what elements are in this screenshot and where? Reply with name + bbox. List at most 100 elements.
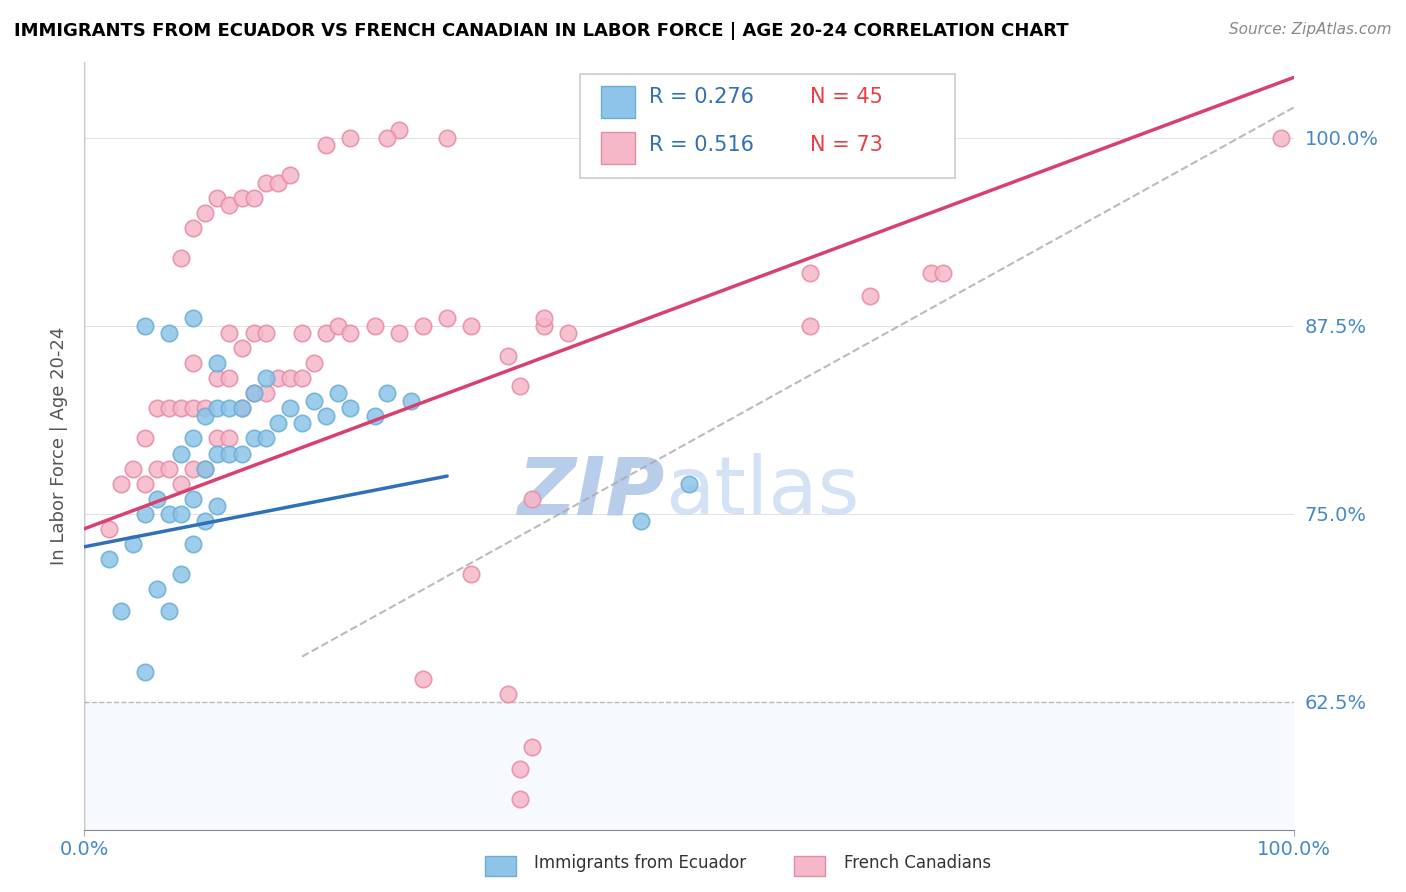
- Text: IMMIGRANTS FROM ECUADOR VS FRENCH CANADIAN IN LABOR FORCE | AGE 20-24 CORRELATIO: IMMIGRANTS FROM ECUADOR VS FRENCH CANADI…: [14, 22, 1069, 40]
- Point: [170, 446, 193, 460]
- Point: [110, 476, 132, 491]
- Text: French Canadians: French Canadians: [844, 855, 991, 872]
- Point: [170, 401, 193, 416]
- Point: [399, 393, 422, 408]
- Text: ZIP: ZIP: [517, 453, 665, 531]
- Point: [181, 537, 204, 551]
- Point: [291, 326, 314, 341]
- Point: [194, 409, 217, 423]
- Point: [207, 371, 229, 385]
- Point: [859, 288, 882, 302]
- Point: [509, 792, 531, 806]
- Point: [181, 311, 204, 326]
- Point: [194, 514, 217, 528]
- Point: [254, 326, 277, 341]
- Point: [170, 476, 193, 491]
- FancyBboxPatch shape: [581, 74, 955, 178]
- Point: [181, 356, 204, 370]
- Point: [363, 318, 385, 333]
- Point: [170, 251, 193, 265]
- Point: [412, 672, 434, 686]
- Point: [134, 318, 156, 333]
- Text: R = 0.516: R = 0.516: [650, 135, 754, 155]
- Point: [157, 507, 180, 521]
- Point: [339, 326, 361, 341]
- Point: [146, 491, 169, 506]
- Point: [134, 665, 156, 679]
- Point: [97, 522, 120, 536]
- Point: [315, 326, 337, 341]
- Point: [146, 582, 169, 596]
- Text: Source: ZipAtlas.com: Source: ZipAtlas.com: [1229, 22, 1392, 37]
- Point: [375, 386, 398, 401]
- Point: [242, 326, 264, 341]
- Point: [157, 326, 180, 341]
- Point: [207, 401, 229, 416]
- Point: [194, 461, 217, 475]
- Point: [1270, 130, 1292, 145]
- Point: [630, 514, 652, 528]
- Point: [328, 386, 350, 401]
- Point: [436, 130, 458, 145]
- Point: [339, 130, 361, 145]
- Point: [375, 130, 398, 145]
- Point: [920, 266, 942, 280]
- Point: [520, 739, 543, 754]
- Bar: [84, 702, 1294, 830]
- Point: [496, 349, 519, 363]
- Point: [278, 168, 301, 182]
- Point: [110, 604, 132, 618]
- Point: [157, 604, 180, 618]
- Point: [207, 446, 229, 460]
- Point: [207, 432, 229, 446]
- Point: [315, 138, 337, 153]
- Text: N = 73: N = 73: [810, 135, 883, 155]
- Point: [254, 432, 277, 446]
- Point: [194, 206, 217, 220]
- Point: [231, 401, 253, 416]
- Point: [520, 491, 543, 506]
- Point: [134, 432, 156, 446]
- Point: [170, 566, 193, 581]
- Point: [121, 537, 143, 551]
- Text: Immigrants from Ecuador: Immigrants from Ecuador: [534, 855, 747, 872]
- Y-axis label: In Labor Force | Age 20-24: In Labor Force | Age 20-24: [49, 326, 67, 566]
- Point: [496, 687, 519, 701]
- Point: [231, 446, 253, 460]
- Point: [254, 386, 277, 401]
- Point: [242, 191, 264, 205]
- Point: [181, 491, 204, 506]
- Point: [388, 123, 411, 137]
- Bar: [600, 86, 634, 118]
- Point: [388, 326, 411, 341]
- Point: [254, 371, 277, 385]
- Point: [799, 318, 821, 333]
- Text: atlas: atlas: [665, 453, 859, 531]
- Point: [436, 311, 458, 326]
- Point: [231, 401, 253, 416]
- Point: [291, 417, 314, 431]
- Point: [328, 318, 350, 333]
- Point: [412, 318, 434, 333]
- Point: [315, 409, 337, 423]
- Point: [267, 417, 290, 431]
- Point: [218, 401, 240, 416]
- Point: [181, 432, 204, 446]
- Point: [134, 507, 156, 521]
- Bar: [600, 132, 634, 164]
- Point: [363, 409, 385, 423]
- Point: [267, 176, 290, 190]
- Point: [218, 198, 240, 212]
- Point: [146, 461, 169, 475]
- Point: [218, 371, 240, 385]
- Point: [932, 266, 955, 280]
- Point: [157, 461, 180, 475]
- Point: [339, 401, 361, 416]
- Point: [302, 393, 325, 408]
- Point: [218, 432, 240, 446]
- Point: [509, 763, 531, 777]
- Point: [207, 191, 229, 205]
- Point: [121, 461, 143, 475]
- Point: [278, 371, 301, 385]
- Point: [799, 266, 821, 280]
